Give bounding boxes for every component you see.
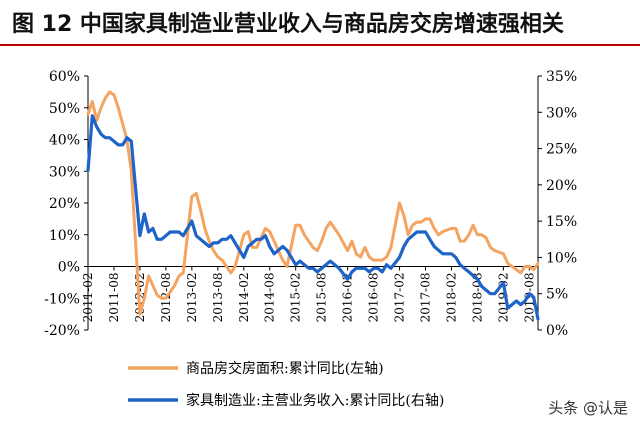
right-tick-label: 15% xyxy=(546,214,577,230)
x-tick-label: 2016-02 xyxy=(341,273,355,323)
x-tick-label: 2019-02 xyxy=(496,273,510,323)
x-tick-label: 2017-02 xyxy=(393,273,407,323)
left-tick-label: 50% xyxy=(49,101,80,117)
left-tick-label: 10% xyxy=(49,228,80,244)
title-rule xyxy=(0,44,640,46)
x-tick-label: 2015-08 xyxy=(315,273,329,323)
series-line-furniture xyxy=(86,114,540,321)
x-tick-label: 2014-08 xyxy=(263,273,277,323)
right-tick-label: 10% xyxy=(546,250,577,266)
x-tick-label: 2016-08 xyxy=(367,273,381,323)
x-tick-label: 2018-02 xyxy=(444,273,458,323)
watermark: 头条 @认是 xyxy=(548,399,628,417)
left-tick-label: 20% xyxy=(49,196,80,212)
x-tick-label: 2019-08 xyxy=(522,273,536,323)
x-tick-label: 2017-08 xyxy=(419,273,433,323)
left-tick-label: 40% xyxy=(49,133,80,149)
title-bar: 图 12 中国家具制造业营业收入与商品房交房增速强相关 xyxy=(0,0,640,46)
left-tick-label: 60% xyxy=(49,69,80,85)
right-tick-label: 0% xyxy=(546,323,568,339)
x-tick-label: 2011-08 xyxy=(107,273,121,323)
x-tick-label: 2013-02 xyxy=(185,273,199,323)
legend-label: 商品房交房面积:累计同比(左轴) xyxy=(186,360,384,377)
right-tick-label: 30% xyxy=(546,105,577,121)
x-tick-label: 2013-08 xyxy=(211,273,225,323)
right-tick-label: 35% xyxy=(546,69,577,85)
right-tick-label: 5% xyxy=(546,287,568,303)
series-line-housing xyxy=(86,90,540,316)
left-tick-label: -10% xyxy=(44,291,80,307)
x-tick-label: 2011-02 xyxy=(81,273,95,323)
x-tick-label: 2015-02 xyxy=(289,273,303,323)
right-tick-label: 20% xyxy=(546,178,577,194)
chart-title: 图 12 中国家具制造业营业收入与商品房交房增速强相关 xyxy=(12,12,564,37)
left-tick-label: 30% xyxy=(49,164,80,180)
left-tick-label: -20% xyxy=(44,323,80,339)
legend-label: 家具制造业:主营业务收入:累计同比(右轴) xyxy=(186,392,444,409)
left-tick-label: 0% xyxy=(58,260,80,276)
x-tick-label: 2014-02 xyxy=(237,273,251,323)
right-tick-label: 25% xyxy=(546,142,577,158)
